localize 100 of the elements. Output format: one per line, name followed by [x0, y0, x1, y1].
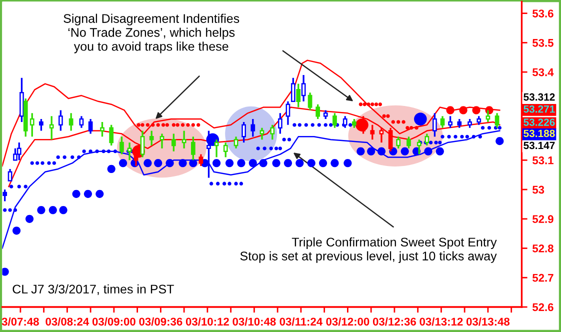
point [186, 123, 190, 127]
candlestick [2, 188, 8, 202]
candlestick [286, 100, 290, 126]
candlestick [250, 118, 256, 138]
candlestick [370, 124, 375, 140]
point [146, 123, 150, 127]
point [161, 123, 166, 127]
x-tick-label: 03/13:48 [466, 317, 510, 326]
annotation: 53.271 [524, 105, 555, 113]
candlestick [260, 127, 264, 140]
y-tick-label: 53 [532, 186, 544, 194]
point [358, 102, 363, 106]
annotation: Triple Confirmation Sweet Spot Entry Stop is set at previous level, just 10 ticks away [240, 237, 497, 263]
x-tick-label: 03/09:36 [139, 317, 182, 326]
candlestick [100, 121, 104, 138]
annotation: 53.312 [524, 93, 555, 101]
candlestick [79, 115, 84, 129]
point [402, 120, 406, 124]
x-tick-label: 03/10:12 [186, 317, 229, 326]
candlestick [308, 92, 312, 112]
x-tick-label: 3/07:48 [2, 317, 39, 326]
candlestick [406, 136, 411, 150]
candlestick [68, 112, 74, 132]
y-tick-label: 52.6 [532, 303, 554, 312]
point [382, 114, 386, 118]
candlestick [448, 115, 452, 129]
candlestick [182, 130, 186, 150]
point [165, 123, 170, 127]
candlestick [30, 112, 34, 138]
candlestick [20, 77, 24, 123]
y-tick-label: 53.4 [532, 68, 554, 76]
point [136, 123, 140, 127]
candlestick [16, 142, 22, 161]
point [378, 102, 382, 106]
candlestick [486, 109, 490, 123]
point [191, 123, 195, 127]
candlestick [223, 142, 228, 158]
y-tick-label: 53.6 [532, 10, 554, 18]
candlestick [301, 74, 306, 102]
candlestick [8, 168, 12, 182]
candlestick [388, 127, 393, 152]
candlestick [278, 112, 282, 135]
candlestick [109, 124, 114, 146]
y-tick-label: 53.5 [532, 38, 554, 47]
x-tick-label: 03/12:00 [326, 317, 370, 326]
x-tick-label: 03/12:36 [372, 317, 416, 326]
candlestick [149, 130, 154, 146]
annotation: 53.147 [524, 142, 555, 150]
candlestick [160, 132, 164, 150]
point [140, 123, 144, 127]
point [391, 120, 395, 124]
candlestick [440, 115, 445, 129]
candlestick [396, 136, 401, 150]
candlestick [58, 109, 63, 132]
candlestick [49, 115, 54, 140]
point [196, 123, 200, 127]
point [180, 123, 185, 127]
candlestick [88, 118, 93, 135]
candlestick [432, 112, 437, 138]
point [386, 114, 390, 118]
x-tick-label: 03/10:48 [232, 317, 276, 326]
point [406, 126, 410, 130]
line-series [2, 60, 500, 167]
point [410, 126, 414, 130]
candlestick [120, 136, 124, 156]
y-tick-label: 52.7 [532, 274, 554, 282]
candlestick [379, 127, 384, 144]
candlestick [316, 104, 320, 120]
point [414, 126, 418, 130]
candlestick [198, 153, 204, 167]
x-tick-label: 03/13:12 [420, 317, 463, 326]
candlestick [270, 124, 275, 140]
candlestick [171, 132, 176, 152]
annotation: Signal Disagreement Indentifies ‘No Trade Zones’, which helps you to avoid traps like these [64, 14, 240, 54]
point [151, 123, 155, 127]
y-tick-label: 53.1 [532, 156, 554, 164]
point [176, 123, 180, 127]
point [366, 102, 370, 106]
x-tick-label: 03/11:24 [280, 317, 323, 326]
annotation: 53.188 [524, 130, 555, 138]
candlestick [296, 82, 301, 108]
point [156, 123, 160, 127]
candlestick [140, 130, 145, 158]
x-tick-label: 03/08:24 [46, 317, 90, 326]
point [370, 102, 374, 106]
point [172, 123, 176, 127]
annotation: CL J7 3/3/2017, times in PST [12, 284, 174, 296]
y-tick-label: 52.9 [532, 215, 554, 224]
x-tick-label: 03/09:00 [92, 317, 136, 326]
candlestick [242, 121, 246, 144]
annotation: 53.226 [524, 118, 555, 126]
point [374, 102, 378, 106]
point [396, 120, 400, 124]
point [362, 102, 366, 106]
candlestick [190, 136, 196, 161]
candlestick [214, 138, 219, 158]
y-tick-label: 52.8 [532, 244, 554, 252]
candlestick [234, 136, 238, 150]
candlestick [39, 118, 44, 132]
candlestick [290, 77, 296, 102]
